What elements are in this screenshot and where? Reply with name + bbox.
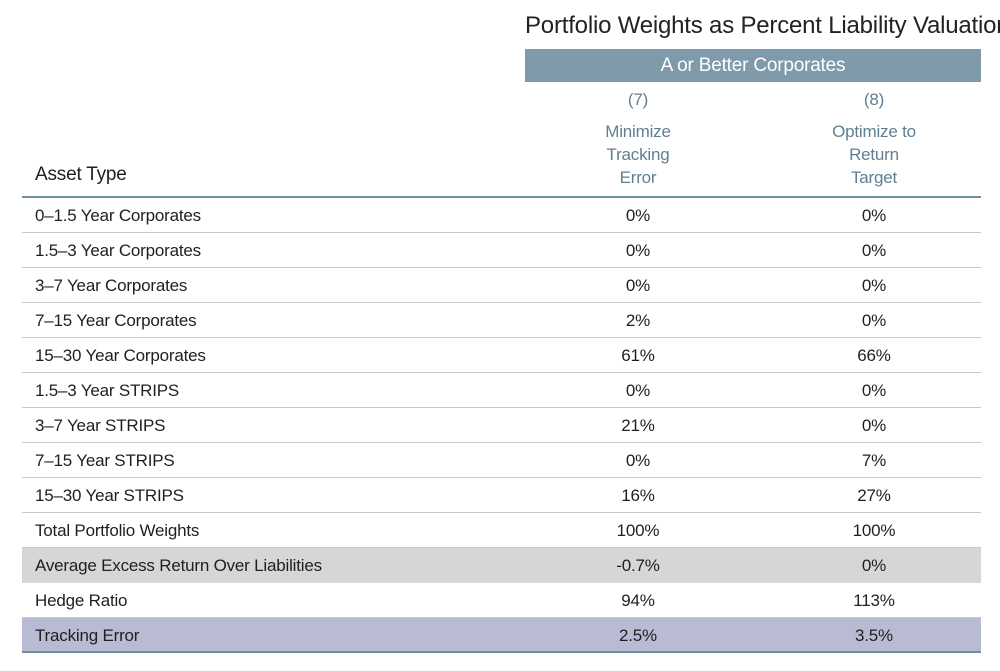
row-label: 1.5–3 Year Corporates — [35, 241, 201, 260]
cell-minimize-tracking-error: 94% — [621, 591, 655, 610]
table-row: 7–15 Year Corporates 2% 0% — [22, 303, 981, 338]
cell-optimize-to-return-target: 0% — [861, 556, 887, 575]
cell-minimize-tracking-error: 61% — [621, 346, 655, 365]
cell-optimize-to-return-target: 3.5% — [855, 626, 893, 645]
row-label: 7–15 Year Corporates — [35, 311, 197, 330]
row-label: Hedge Ratio — [35, 591, 128, 610]
cell-minimize-tracking-error: 0% — [625, 276, 651, 295]
table-row-highlight: Average Excess Return Over Liabilities -… — [22, 548, 981, 583]
group-header-banner: A or Better Corporates — [525, 49, 981, 82]
row-header-asset-type: Asset Type — [35, 164, 127, 185]
table-row: 7–15 Year STRIPS 0% 7% — [22, 443, 981, 478]
row-label: 3–7 Year STRIPS — [35, 416, 166, 435]
table-row: 1.5–3 Year Corporates 0% 0% — [22, 233, 981, 268]
column-label-line: Minimize — [605, 122, 671, 141]
cell-optimize-to-return-target: 0% — [861, 311, 887, 330]
table-title: Portfolio Weights as Percent Liability V… — [525, 12, 1000, 39]
cell-optimize-to-return-target: 113% — [853, 591, 895, 610]
cell-minimize-tracking-error: -0.7% — [616, 556, 660, 575]
row-label: 3–7 Year Corporates — [35, 276, 188, 295]
cell-optimize-to-return-target: 0% — [861, 381, 887, 400]
table-row: Hedge Ratio 94% 113% — [22, 583, 981, 618]
cell-optimize-to-return-target: 7% — [861, 451, 887, 470]
row-label: 1.5–3 Year STRIPS — [35, 381, 180, 400]
cell-optimize-to-return-target: 66% — [857, 346, 891, 365]
cell-minimize-tracking-error: 0% — [625, 241, 651, 260]
table-row-highlight: Tracking Error 2.5% 3.5% — [22, 618, 981, 653]
row-label: 7–15 Year STRIPS — [35, 451, 175, 470]
cell-minimize-tracking-error: 0% — [625, 451, 651, 470]
table-row: 15–30 Year Corporates 61% 66% — [22, 338, 981, 373]
cell-optimize-to-return-target: 0% — [861, 206, 887, 225]
column-label-optimize-to-return-target: Optimize to Return Target — [756, 120, 992, 189]
cell-optimize-to-return-target: 27% — [857, 486, 891, 505]
cell-minimize-tracking-error: 21% — [621, 416, 655, 435]
column-label-line: Tracking — [606, 145, 670, 164]
cell-optimize-to-return-target: 0% — [861, 276, 887, 295]
table-body: 0–1.5 Year Corporates 0% 0% 1.5–3 Year C… — [22, 198, 981, 653]
column-number-8: (8) — [863, 90, 885, 109]
row-label: 15–30 Year STRIPS — [35, 486, 184, 505]
cell-optimize-to-return-target: 0% — [861, 241, 887, 260]
row-label: Average Excess Return Over Liabilities — [35, 556, 322, 575]
table-row: 15–30 Year STRIPS 16% 27% — [22, 478, 981, 513]
row-label: Total Portfolio Weights — [35, 521, 200, 540]
column-label-line: Return — [849, 145, 899, 164]
cell-optimize-to-return-target: 0% — [861, 416, 887, 435]
table-row: 3–7 Year Corporates 0% 0% — [22, 268, 981, 303]
column-label-line: Target — [850, 168, 898, 187]
cell-minimize-tracking-error: 0% — [625, 206, 651, 225]
row-label: Tracking Error — [35, 626, 140, 645]
row-label: 0–1.5 Year Corporates — [35, 206, 201, 225]
table-row-total: Total Portfolio Weights 100% 100% — [22, 513, 981, 548]
cell-minimize-tracking-error: 0% — [625, 381, 651, 400]
row-label: 15–30 Year Corporates — [35, 346, 206, 365]
column-label-line: Error — [619, 168, 657, 187]
table-row: 3–7 Year STRIPS 21% 0% — [22, 408, 981, 443]
cell-optimize-to-return-target: 100% — [852, 521, 896, 540]
column-label-minimize-tracking-error: Minimize Tracking Error — [520, 120, 756, 189]
table-row: 0–1.5 Year Corporates 0% 0% — [22, 198, 981, 233]
cell-minimize-tracking-error: 2.5% — [619, 626, 657, 645]
header-divider — [22, 196, 981, 198]
column-label-line: Optimize to — [832, 122, 916, 141]
column-number-7: (7) — [627, 90, 649, 109]
cell-minimize-tracking-error: 2% — [625, 311, 651, 330]
table-row: 1.5–3 Year STRIPS 0% 0% — [22, 373, 981, 408]
cell-minimize-tracking-error: 16% — [621, 486, 655, 505]
cell-minimize-tracking-error: 100% — [616, 521, 660, 540]
